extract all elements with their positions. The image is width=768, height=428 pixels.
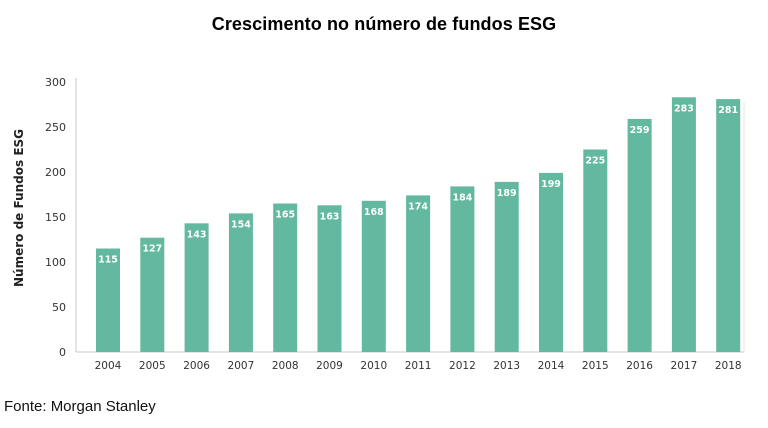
y-tick-label: 250 [45,121,66,134]
x-tick-label: 2010 [360,360,387,372]
bar-2015 [583,149,608,352]
x-tick-label: 2016 [626,360,653,372]
bar-2014 [539,172,563,352]
bar-value-label: 115 [98,255,118,266]
x-tick-label: 2006 [183,360,210,372]
x-tick-label: 2005 [139,360,166,372]
bar-2013 [494,181,519,352]
bar-2005 [140,237,165,352]
y-tick-label: 50 [52,301,66,314]
bar-value-label: 174 [408,201,428,212]
bar-value-label: 283 [674,103,694,114]
x-tick-label: 2014 [538,360,565,372]
x-tick-label: 2012 [449,360,476,372]
bar-value-label: 184 [452,192,472,203]
bar-2007 [228,213,253,352]
bar-2006 [184,223,209,352]
bar-value-label: 199 [541,179,561,190]
y-tick-label: 150 [45,211,66,224]
x-axis-ticks: 2004 2005 2006 2007 2008 2009 2010 2011 2012 2013… [95,360,742,372]
y-tick-label: 0 [59,346,66,359]
bar-value-label: 143 [187,229,207,240]
x-tick-label: 2009 [316,360,343,372]
bar-value-label: 168 [364,207,384,218]
x-tick-label: 2013 [493,360,520,372]
bar-value-label: 259 [630,125,650,136]
source-note: Fonte: Morgan Stanley [4,398,156,415]
y-tick-label: 100 [45,256,66,269]
x-tick-label: 2015 [582,360,609,372]
x-tick-label: 2004 [95,360,122,372]
bar-2010 [361,200,386,352]
bar-value-label: 127 [142,244,162,255]
bar-value-label: 281 [718,105,738,116]
x-tick-label: 2008 [272,360,299,372]
bar-value-label: 189 [497,188,517,199]
y-axis-label: Número de Fundos ESG [12,129,26,287]
bar-series: 115 127 143 154 165 163 168 174 184 189 199 225 259 2… [96,97,741,353]
bar-value-label: 154 [231,219,251,230]
chart-title: Crescimento no número de fundos ESG [211,14,557,34]
bar-2012 [450,186,475,352]
y-tick-label: 200 [45,166,66,179]
x-tick-label: 2018 [715,360,742,372]
bar-2017 [671,97,696,352]
y-tick-label: 300 [45,76,66,89]
x-tick-label: 2011 [405,360,432,372]
bar-value-label: 225 [585,156,605,167]
bar-2011 [406,195,431,352]
bar-2008 [273,203,298,352]
y-axis-ticks: 0 50 100 150 200 250 300 [45,76,66,359]
bar-value-label: 163 [320,211,340,222]
bar-value-label: 165 [275,210,295,221]
bar-2018 [716,99,741,352]
x-tick-label: 2007 [228,360,255,372]
bar-2009 [317,205,342,352]
x-tick-label: 2017 [671,360,698,372]
y-axis-label-group: Número de Fundos ESG [12,129,26,287]
bar-2004 [96,248,120,352]
bar-2016 [627,118,652,353]
